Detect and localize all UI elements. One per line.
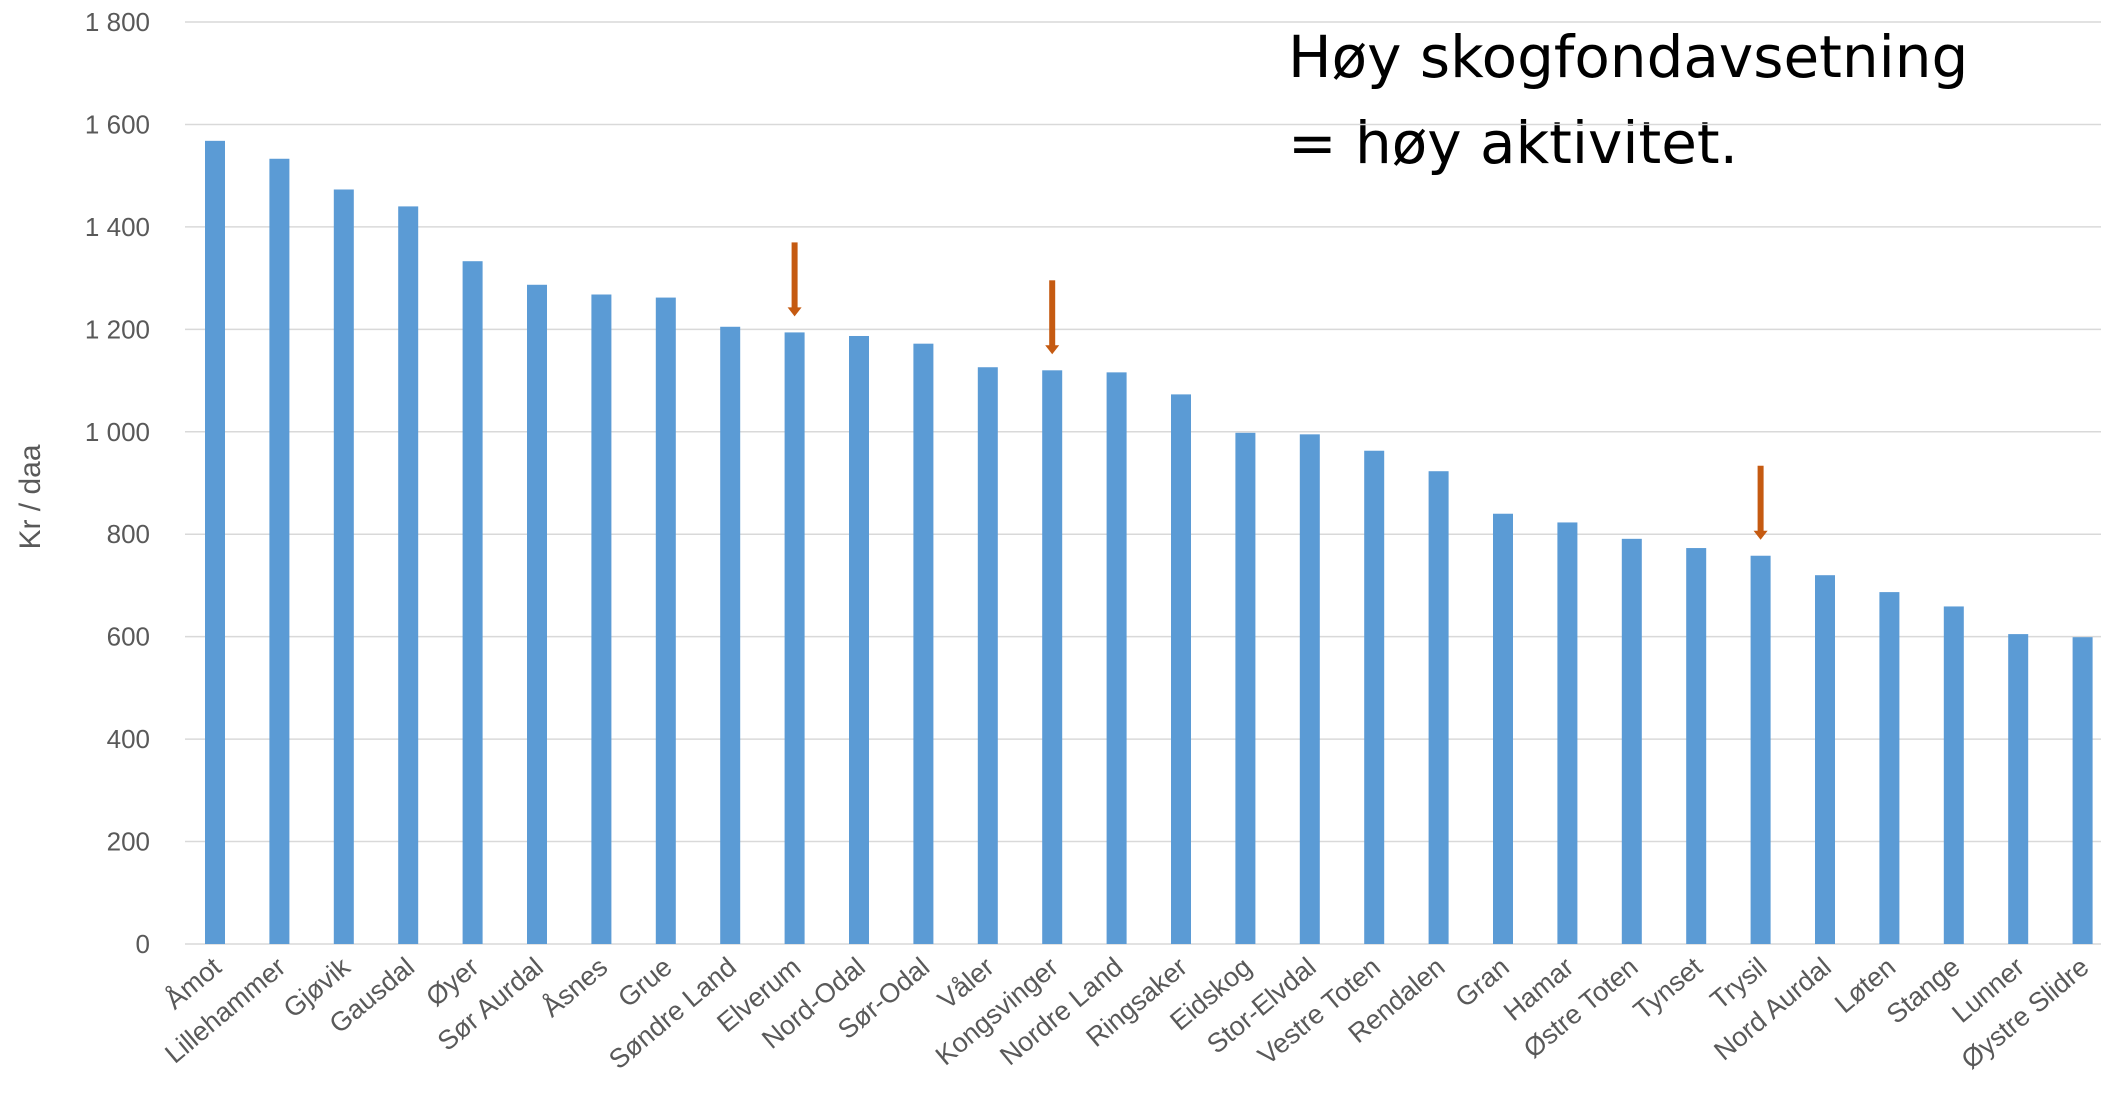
highlight-arrows xyxy=(787,242,1768,540)
x-tick-label: Stange xyxy=(1881,952,1966,1030)
y-tick-label: 1 200 xyxy=(85,314,150,344)
y-tick-label: 400 xyxy=(107,724,150,754)
bar xyxy=(1750,555,1771,944)
y-tick-label: 1 000 xyxy=(85,417,150,447)
y-tick-label: 1 400 xyxy=(85,212,150,242)
arrow-shaft xyxy=(791,242,798,309)
bar xyxy=(977,367,998,944)
bar xyxy=(398,206,419,944)
bars xyxy=(205,140,2093,945)
arrow-shaft xyxy=(1049,280,1056,347)
bar xyxy=(655,297,676,944)
bar xyxy=(849,335,869,945)
bar xyxy=(269,158,290,945)
bar xyxy=(1171,394,1191,944)
y-tick-label: 0 xyxy=(136,929,150,959)
arrow-shaft xyxy=(1757,465,1764,532)
bar xyxy=(1557,522,1578,944)
bar xyxy=(205,140,225,944)
bar xyxy=(913,343,934,945)
bar xyxy=(2008,634,2029,944)
arrow-head xyxy=(1045,345,1060,355)
chart-annotation: Høy skogfondavsetning = høy aktivitet. xyxy=(1288,14,1968,186)
bar xyxy=(1235,432,1256,944)
y-axis-title: Kr / daa xyxy=(14,444,47,549)
y-tick-label: 1 800 xyxy=(85,7,150,37)
bar xyxy=(527,284,547,944)
bar xyxy=(1042,370,1063,944)
y-tick-label: 1 600 xyxy=(85,109,150,139)
x-tick-label: Åsnes xyxy=(536,951,613,1023)
bar xyxy=(720,326,741,944)
bar xyxy=(1943,606,1964,944)
bar xyxy=(1815,575,1835,944)
x-tick-label: Tynset xyxy=(1628,951,1709,1025)
bar xyxy=(784,332,805,944)
bar xyxy=(591,294,612,945)
y-tick-label: 800 xyxy=(107,519,150,549)
y-axis-ticks: 0 200 400 600 800 1 000 1 200 1 400 1 600 1 800 xyxy=(85,7,150,959)
y-tick-label: 600 xyxy=(107,622,150,652)
y-tick-label: 200 xyxy=(107,827,150,857)
arrow-head xyxy=(787,307,802,317)
gridlines xyxy=(185,21,2101,945)
bar xyxy=(1299,434,1320,944)
bar xyxy=(1106,372,1127,944)
bar xyxy=(1493,513,1513,944)
bar xyxy=(1621,538,1642,944)
arrow-head xyxy=(1753,530,1768,540)
bar xyxy=(1364,450,1385,944)
bar xyxy=(1428,471,1449,944)
bar xyxy=(2072,637,2093,944)
bar xyxy=(1879,592,1900,944)
bar xyxy=(333,189,354,944)
annotation-line-1: Høy skogfondavsetning xyxy=(1288,23,1969,91)
bar xyxy=(462,261,483,944)
bar xyxy=(1686,548,1707,944)
annotation-line-2: = høy aktivitet. xyxy=(1288,109,1739,177)
